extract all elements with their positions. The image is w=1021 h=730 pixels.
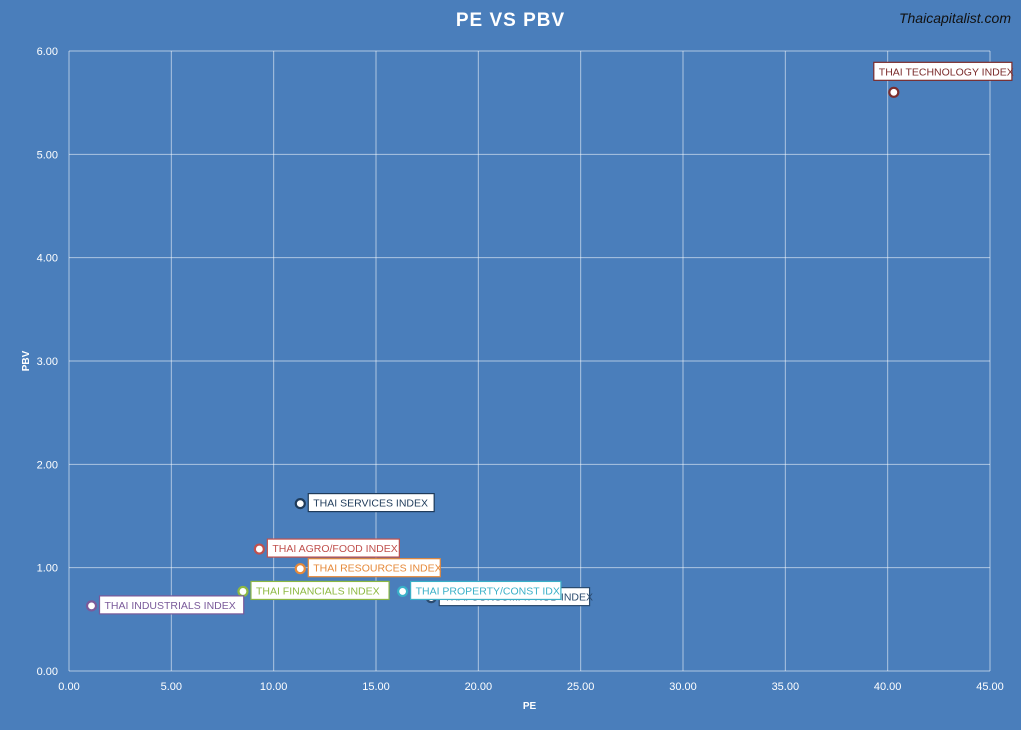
x-tick-label: 30.00 bbox=[669, 681, 697, 693]
point-label: THAI TECHNOLOGY INDEX bbox=[879, 66, 1014, 78]
point-label-box bbox=[98, 595, 245, 615]
scatter-point-group: THAI RESOURCES INDEX bbox=[294, 558, 442, 578]
point-label-box bbox=[410, 580, 562, 601]
x-tick-label: 5.00 bbox=[161, 681, 182, 693]
scatter-point-group: THAI TECHNOLOGY INDEX bbox=[873, 61, 1014, 98]
point-label: THAI AGRO/FOOD INDEX bbox=[272, 543, 397, 555]
scatter-point bbox=[237, 585, 249, 598]
x-tick-label: 35.00 bbox=[772, 681, 800, 693]
scatter-point-group: THAI AGRO/FOOD INDEX bbox=[253, 538, 400, 558]
scatter-point bbox=[253, 543, 265, 555]
scatter-point bbox=[294, 498, 306, 510]
x-tick-label: 0.00 bbox=[58, 681, 79, 693]
point-label-box bbox=[250, 580, 390, 601]
x-tick-label: 40.00 bbox=[874, 681, 902, 693]
y-tick-label: 0.00 bbox=[37, 666, 58, 678]
point-label: THAI PROPERTY/CONST IDX bbox=[416, 585, 560, 597]
point-label-box bbox=[307, 493, 435, 513]
y-axis-ticks: 0.00 1.00 2.00 3.00 4.00 5.00 6.00 bbox=[37, 46, 58, 678]
brand-watermark: Thaicapitalist.com bbox=[898, 10, 1011, 26]
grid-lines bbox=[68, 50, 991, 672]
x-tick-label: 45.00 bbox=[976, 681, 1004, 693]
y-tick-label: 5.00 bbox=[37, 149, 58, 161]
scatter-point bbox=[294, 563, 306, 575]
x-axis-label: PE bbox=[523, 701, 537, 712]
point-label-box bbox=[266, 538, 400, 558]
scatter-point bbox=[397, 585, 409, 598]
point-label-box bbox=[873, 61, 1013, 81]
scatter-point bbox=[85, 600, 98, 612]
scatter-point-group: THAI PROPERTY/CONST IDX bbox=[397, 580, 562, 601]
scatter-point-group: THAI FINANCIALS INDEX bbox=[237, 580, 390, 601]
y-tick-label: 1.00 bbox=[37, 563, 58, 575]
y-tick-label: 4.00 bbox=[37, 253, 58, 265]
data-points: THAI TECHNOLOGY INDEX THAI SERVICES INDEX… bbox=[85, 61, 1014, 615]
chart-title: PE VS PBV bbox=[455, 10, 566, 31]
scatter-point-group: THAI SERVICES INDEX bbox=[294, 493, 435, 513]
point-label: THAI RESOURCES INDEX bbox=[313, 563, 441, 575]
x-tick-label: 20.00 bbox=[465, 681, 493, 693]
point-label: THAI SERVICES INDEX bbox=[313, 498, 428, 510]
point-label: THAI FINANCIALS INDEX bbox=[256, 585, 380, 597]
x-axis-ticks: 0.00 5.00 10.00 15.00 20.00 25.00 30.00 35.00 40… bbox=[58, 681, 1003, 693]
y-tick-label: 2.00 bbox=[37, 459, 58, 471]
x-tick-label: 10.00 bbox=[260, 681, 288, 693]
scatter-point bbox=[888, 86, 900, 98]
point-label: THAI INDUSTRIALS INDEX bbox=[105, 600, 236, 612]
y-axis-label: PBV bbox=[21, 350, 32, 371]
y-tick-label: 3.00 bbox=[37, 356, 58, 368]
x-tick-label: 25.00 bbox=[567, 681, 595, 693]
x-tick-label: 15.00 bbox=[362, 681, 390, 693]
y-tick-label: 6.00 bbox=[37, 46, 58, 58]
point-label-box bbox=[307, 558, 441, 578]
scatter-point-group: THAI INDUSTRIALS INDEX bbox=[85, 595, 245, 615]
